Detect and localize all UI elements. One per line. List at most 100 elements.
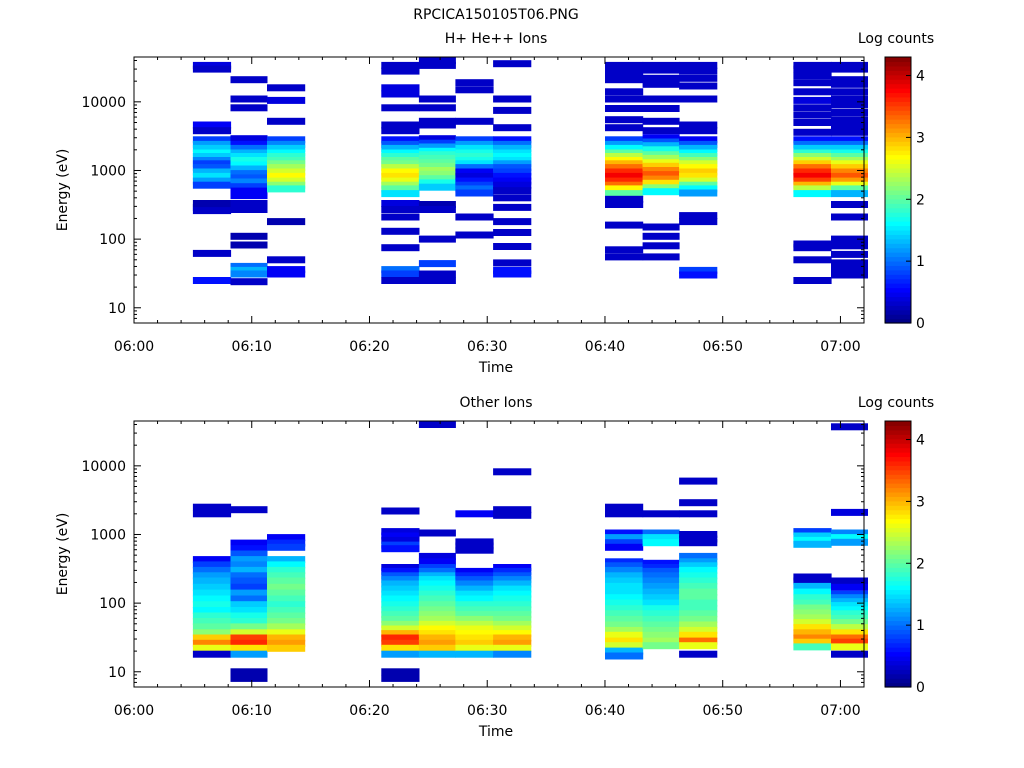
spectrogram-cell bbox=[605, 172, 644, 180]
spectrogram-cell bbox=[455, 601, 494, 609]
spectrogram-cell bbox=[192, 249, 232, 257]
colorbar-segment bbox=[885, 65, 911, 71]
spectrogram-cell bbox=[455, 185, 494, 193]
time-column bbox=[642, 61, 680, 261]
spectrogram-cell bbox=[831, 606, 868, 614]
spectrogram-cell bbox=[642, 232, 680, 240]
spectrogram-cell bbox=[493, 194, 532, 202]
spectrogram-cell bbox=[493, 203, 532, 211]
spectrogram-cell bbox=[230, 170, 268, 178]
colorbar-segment bbox=[885, 620, 911, 626]
spectrogram-cell bbox=[831, 610, 868, 618]
spectrogram-cell bbox=[605, 221, 644, 229]
spectrogram-cell bbox=[831, 264, 868, 272]
colorbar-segment bbox=[885, 554, 911, 560]
spectrogram-cell bbox=[418, 580, 456, 588]
spectrogram-cell bbox=[455, 615, 494, 623]
spectrogram-cell bbox=[493, 177, 532, 185]
spectrogram-cell bbox=[381, 595, 420, 603]
colorbar-segment bbox=[885, 305, 911, 311]
spectrogram-cell bbox=[793, 604, 832, 612]
spectrogram-cell bbox=[381, 144, 420, 152]
spectrogram-cell bbox=[267, 177, 306, 185]
colorbar-tick-label: 2 bbox=[916, 192, 925, 208]
colorbar-segment bbox=[885, 83, 911, 89]
spectrogram-cell bbox=[793, 594, 832, 602]
spectrogram-cell bbox=[192, 644, 232, 652]
spectrogram-cell bbox=[230, 607, 268, 614]
spectrogram-cell bbox=[642, 159, 680, 167]
spectrogram-cell bbox=[493, 601, 532, 609]
spectrogram-cell bbox=[831, 242, 868, 250]
colorbar-segment bbox=[885, 624, 911, 630]
spectrogram-cell bbox=[493, 630, 532, 638]
spectrogram-cell bbox=[793, 164, 832, 172]
colorbar-segment bbox=[885, 154, 911, 160]
spectrogram-cell bbox=[455, 620, 494, 628]
spectrogram-cell bbox=[230, 545, 268, 553]
spectrogram-cell bbox=[793, 172, 832, 180]
spectrogram-cell bbox=[679, 582, 718, 590]
colorbar-segment bbox=[885, 172, 911, 178]
y-tick-label: 1000 bbox=[90, 163, 126, 179]
spectrogram-cell bbox=[381, 67, 420, 75]
spectrogram-cell bbox=[793, 614, 832, 622]
spectrogram-cell bbox=[192, 634, 232, 642]
spectrogram-cell bbox=[793, 588, 832, 596]
colorbar-segment bbox=[885, 309, 911, 315]
spectrogram-cell bbox=[493, 140, 532, 148]
spectrogram-cell bbox=[679, 212, 718, 220]
spectrogram-cell bbox=[192, 121, 232, 129]
spectrogram-cell bbox=[267, 629, 306, 637]
spectrogram-cell bbox=[381, 190, 420, 198]
spectrogram-cell bbox=[493, 611, 532, 619]
x-tick-label: 06:50 bbox=[703, 703, 743, 719]
spectrogram-cell bbox=[605, 140, 644, 148]
colorbar-segment bbox=[885, 119, 911, 125]
spectrogram-cell bbox=[642, 510, 680, 518]
spectrogram-cell bbox=[642, 66, 680, 74]
spectrogram-cell bbox=[831, 128, 868, 136]
spectrogram-cell bbox=[642, 599, 680, 607]
colorbar-segment bbox=[885, 682, 911, 688]
spectrogram-cell bbox=[381, 153, 420, 160]
spectrogram-cell bbox=[605, 588, 644, 596]
spectrogram-cell bbox=[230, 161, 268, 169]
spectrogram-cell bbox=[267, 589, 306, 597]
spectrogram-cell bbox=[605, 615, 644, 623]
spectrogram-cell bbox=[192, 561, 232, 569]
spectrogram-cell bbox=[793, 629, 832, 637]
colorbar-segment bbox=[885, 629, 911, 635]
colorbar-segment bbox=[885, 633, 911, 639]
spectrogram-cell bbox=[455, 572, 494, 580]
spectrogram-cell bbox=[230, 618, 268, 625]
spectrogram-cell bbox=[230, 144, 268, 152]
spectrogram-cell bbox=[679, 136, 718, 144]
spectrogram-cell bbox=[192, 181, 232, 189]
spectrogram-cell bbox=[831, 122, 868, 130]
spectrogram-cell bbox=[230, 644, 268, 652]
spectrogram-cell bbox=[493, 181, 532, 189]
colorbar-segment bbox=[885, 127, 911, 133]
colorbar-segment bbox=[885, 642, 911, 648]
spectrogram-cell bbox=[230, 566, 268, 574]
spectrogram-cell bbox=[267, 117, 306, 125]
colorbar-segment bbox=[885, 114, 911, 120]
spectrogram-cell bbox=[418, 260, 456, 268]
colorbar-segment bbox=[885, 443, 911, 449]
spectrogram-cell bbox=[230, 232, 268, 240]
colorbar-segment bbox=[885, 229, 911, 235]
spectrogram-cell bbox=[230, 76, 268, 84]
spectrogram-cell bbox=[455, 510, 494, 518]
spectrogram-cell bbox=[831, 614, 868, 622]
time-column bbox=[679, 61, 718, 279]
colorbar: 0 1 2 3 4 bbox=[884, 56, 925, 332]
spectrogram-cell bbox=[679, 531, 718, 538]
colorbar-segment bbox=[885, 283, 911, 289]
y-tick-label: 100 bbox=[99, 596, 126, 612]
colorbar-segment bbox=[885, 269, 911, 275]
colorbar-segment bbox=[885, 660, 911, 666]
spectrogram-cell bbox=[493, 160, 532, 168]
spectrogram-cell bbox=[230, 270, 268, 278]
